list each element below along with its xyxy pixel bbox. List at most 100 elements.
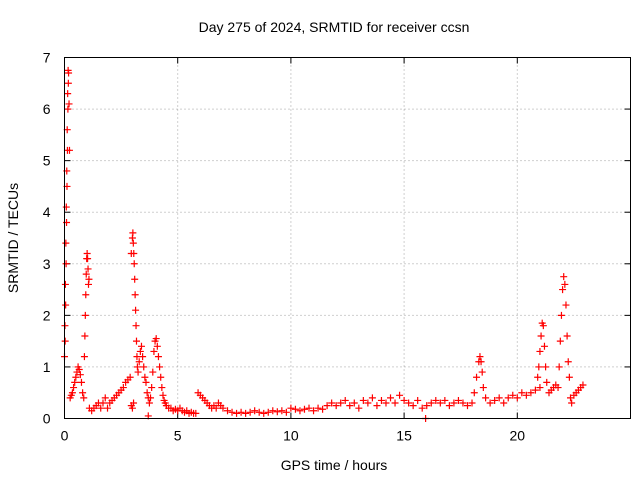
data-point [319,405,327,413]
data-point [355,404,363,412]
data-point [482,394,490,402]
data-point [535,363,543,371]
data-point [65,69,73,77]
data-point [99,399,107,407]
data-point [531,386,539,394]
data-point [542,363,550,371]
data-point [382,399,390,407]
data-point [310,407,318,415]
data-point [418,404,426,412]
data-point [154,353,162,361]
data-point [522,391,530,399]
data-point [142,378,150,386]
data-point [246,408,254,416]
data-point [414,396,422,404]
x-tick-label: 10 [283,428,299,444]
data-point [387,394,395,402]
data-point [405,399,413,407]
data-point [540,342,548,350]
data-point [300,405,308,413]
data-point [579,381,587,389]
data-point [141,373,149,381]
chart-title: Day 275 of 2024, SRMTID for receiver ccs… [199,19,470,35]
data-point [71,378,79,386]
data-point [477,358,485,366]
data-point [486,399,494,407]
data-point [305,404,313,412]
data-point [423,402,431,410]
data-point [228,408,236,416]
data-point [132,306,140,314]
data-point [470,389,478,397]
data-point [445,402,453,410]
y-tick-label: 1 [43,359,51,375]
data-point [377,396,385,404]
data-point [500,399,508,407]
data-point [478,368,486,376]
data-point [273,408,281,416]
data-point [135,358,143,366]
data-point [556,337,564,345]
x-axis-title: GPS time / hours [281,457,388,473]
data-point [61,337,69,345]
data-point [62,203,70,211]
y-tick-label: 5 [43,153,51,169]
data-point [373,402,381,410]
data-point [85,275,93,283]
data-point [72,373,80,381]
data-point [81,311,89,319]
x-tick-label: 0 [61,428,69,444]
data-point [147,394,155,402]
y-tick-label: 3 [43,256,51,272]
data-point [126,373,134,381]
data-point [76,371,84,379]
data-point [134,368,142,376]
data-point [152,335,160,343]
data-point [563,332,571,340]
plot-frame [64,57,631,419]
data-point [130,399,138,407]
data-point [557,311,565,319]
data-point [314,404,322,412]
data-point [62,301,70,309]
data-point [368,394,376,402]
data-point [77,378,85,386]
data-point [62,239,70,247]
data-point [476,353,484,361]
data-point [80,394,88,402]
data-point [130,249,138,257]
data-point [159,391,167,399]
data-point [441,396,449,404]
x-tick-label: 15 [396,428,412,444]
data-point [129,229,137,237]
data-point [468,399,476,407]
data-point [364,399,372,407]
grid-lines [64,57,631,419]
data-point [97,404,105,412]
data-point [237,408,245,416]
data-point [81,332,89,340]
data-point [337,399,345,407]
data-point [84,255,92,263]
data-point [156,363,164,371]
y-tick-label: 6 [43,101,51,117]
data-point [251,407,259,415]
data-point [264,408,272,416]
data-point [64,105,72,113]
y-tick-label: 0 [43,411,51,427]
data-point [536,347,544,355]
x-tick-label: 5 [174,428,182,444]
data-point [491,396,499,404]
data-point [473,373,481,381]
data-point [75,366,83,374]
data-point [350,399,358,407]
data-point [131,275,139,283]
data-point [158,384,166,392]
y-tick-label: 2 [43,307,51,323]
data-point [219,404,227,412]
data-point [454,396,462,404]
data-point [131,291,139,299]
data-point [65,100,73,108]
data-point [133,363,141,371]
